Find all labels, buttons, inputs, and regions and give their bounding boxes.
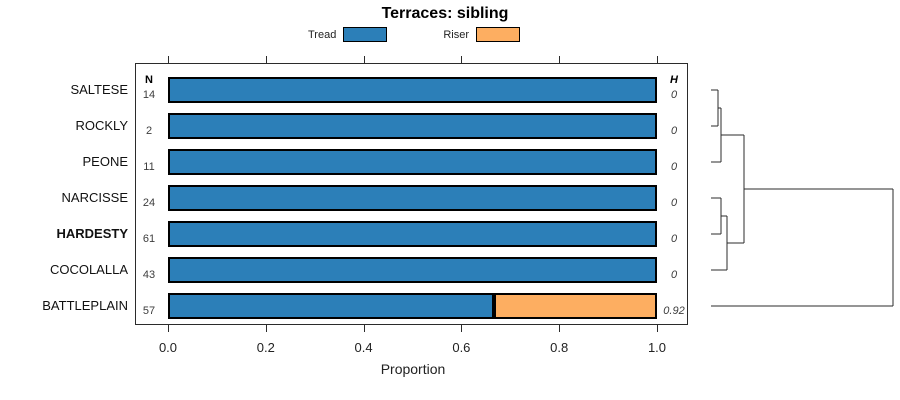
bar-segment-tread: [168, 149, 657, 175]
h-column-header: H: [670, 74, 678, 86]
chart-title: Terraces: sibling: [381, 5, 509, 22]
category-label: COCOLALLA: [49, 262, 128, 277]
n-value: 11: [143, 161, 155, 173]
x-axis-tick-label: 0.8: [550, 340, 569, 355]
x-axis-tick-bottom: [363, 325, 365, 332]
legend-label-riser: Riser: [443, 28, 469, 41]
x-axis-tick-top: [559, 56, 561, 63]
x-axis-tick-bottom: [265, 325, 267, 332]
h-value: 0: [670, 233, 678, 245]
x-axis-tick-label: 0.2: [256, 340, 275, 355]
category-label: HARDESTY: [56, 226, 128, 241]
h-value: 0: [670, 161, 678, 173]
h-value: 0: [670, 89, 678, 101]
bar-segment-tread: [168, 257, 657, 283]
x-axis-tick-bottom: [168, 325, 169, 332]
x-axis-tick-label: 0.0: [158, 340, 178, 355]
legend-swatch-tread: [343, 27, 388, 42]
legend-item-riser: Riser: [443, 27, 520, 42]
bar-segment-tread: [168, 113, 657, 139]
n-value: 14: [142, 89, 156, 101]
x-axis-tick-label: 0.6: [452, 340, 471, 355]
h-value: 0: [670, 197, 678, 209]
n-value: 57: [142, 305, 156, 317]
x-axis-title: Proportion: [380, 361, 446, 377]
category-label: SALTESE: [70, 82, 128, 97]
n-value: 43: [142, 269, 156, 281]
x-axis-tick-top: [168, 56, 169, 63]
n-value: 61: [142, 233, 156, 245]
category-label: BATTLEPLAIN: [42, 298, 128, 313]
bar-segment-tread: [168, 221, 657, 247]
h-value: 0: [670, 269, 678, 281]
plot-area: [135, 63, 688, 325]
category-label: NARCISSE: [61, 190, 128, 205]
x-axis-tick-label: 1.0: [647, 340, 667, 355]
x-axis-tick-bottom: [559, 325, 561, 332]
legend-label-tread: Tread: [308, 28, 337, 41]
x-axis-tick-top: [363, 56, 365, 63]
x-axis-tick-top: [657, 56, 658, 63]
bar-segment-tread: [168, 185, 657, 211]
x-axis-tick-bottom: [461, 325, 463, 332]
x-axis-tick-top: [461, 56, 463, 63]
legend-swatch-riser: [476, 27, 520, 42]
x-axis-tick-bottom: [657, 325, 658, 332]
category-label: ROCKLY: [75, 118, 129, 133]
bar-segment-riser: [494, 293, 657, 319]
n-column-header: N: [145, 74, 153, 86]
h-value: 0.92: [663, 305, 685, 317]
category-label: PEONE: [82, 154, 128, 169]
x-axis-tick-top: [265, 56, 267, 63]
n-value: 24: [142, 197, 156, 209]
bar-segment-tread: [168, 293, 494, 319]
h-value: 0: [670, 125, 678, 137]
bar-segment-tread: [168, 77, 657, 103]
n-value: 2: [145, 125, 153, 137]
legend-item-tread: Tread: [308, 27, 388, 42]
legend: Tread Riser: [0, 27, 828, 42]
x-axis-tick-label: 0.4: [354, 340, 373, 355]
